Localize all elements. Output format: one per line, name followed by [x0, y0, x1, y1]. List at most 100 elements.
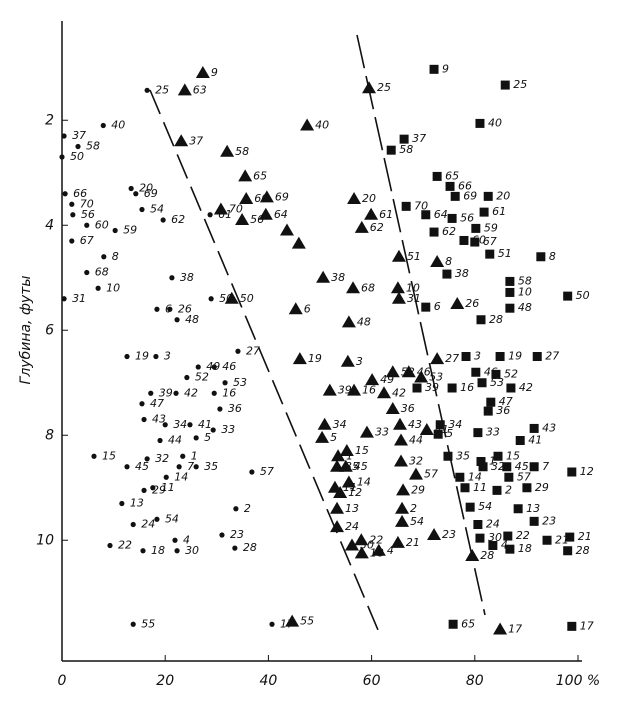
- point: [394, 433, 409, 446]
- point-label: 26: [178, 302, 192, 315]
- point: [167, 306, 173, 312]
- point: [235, 213, 250, 225]
- point: [486, 397, 496, 407]
- point: [450, 191, 460, 201]
- point: [392, 417, 407, 430]
- point-label: 23: [442, 528, 456, 541]
- point: [317, 417, 332, 430]
- point: [180, 453, 186, 459]
- point-label: 36: [496, 404, 510, 417]
- point-label: 39: [159, 386, 173, 399]
- point-label: 19: [135, 350, 149, 363]
- point: [421, 210, 431, 220]
- point-label: 45: [135, 460, 149, 473]
- point: [483, 191, 493, 201]
- point-label: 6: [434, 300, 441, 313]
- point-label: 12: [348, 486, 362, 499]
- point: [144, 87, 150, 93]
- point: [141, 487, 147, 493]
- point: [542, 535, 552, 545]
- point-label: 27: [445, 352, 459, 365]
- point: [346, 281, 361, 294]
- point: [148, 390, 154, 396]
- point-label: 54: [478, 500, 492, 513]
- point-label: 32: [491, 460, 505, 473]
- point-label: 6: [304, 302, 311, 315]
- point-label: 20: [362, 192, 376, 205]
- point: [207, 212, 213, 218]
- point-label: 16: [460, 381, 474, 394]
- point: [362, 81, 377, 94]
- point: [174, 134, 189, 147]
- point-label: 50: [576, 289, 590, 302]
- point: [433, 429, 443, 439]
- point: [445, 181, 455, 191]
- point: [219, 532, 225, 538]
- point: [513, 504, 523, 514]
- point-label: 2: [244, 502, 251, 515]
- point-label: 57: [260, 465, 274, 478]
- point: [130, 621, 136, 627]
- point-label: 61: [492, 205, 506, 218]
- point: [408, 467, 423, 480]
- point-label: 58: [399, 143, 413, 156]
- point-label: 22: [118, 539, 132, 552]
- point: [443, 451, 453, 461]
- point: [279, 223, 294, 236]
- point: [371, 543, 386, 556]
- point: [396, 483, 411, 496]
- point: [344, 538, 359, 551]
- point-label: 69: [463, 189, 477, 202]
- point: [95, 285, 101, 291]
- point: [385, 365, 400, 378]
- point-label: 38: [180, 271, 194, 284]
- point: [475, 533, 485, 543]
- point: [471, 367, 481, 377]
- point: [211, 364, 217, 370]
- point: [172, 537, 178, 543]
- point-label: 56: [81, 208, 95, 221]
- point-label: 14: [174, 470, 188, 483]
- point: [419, 423, 434, 435]
- point: [505, 544, 515, 554]
- point: [430, 255, 445, 267]
- point-label: 18: [518, 542, 532, 555]
- point: [139, 206, 145, 213]
- x-tick-label: 60: [363, 673, 381, 689]
- point: [390, 535, 405, 548]
- point: [238, 169, 253, 182]
- point-label: 53: [429, 371, 443, 384]
- x-tick-label: 0: [58, 673, 67, 689]
- point-label: 59: [123, 224, 137, 237]
- point: [249, 469, 255, 475]
- point: [376, 386, 391, 399]
- point: [59, 154, 65, 160]
- y-axis-label: Глубина, футы: [18, 276, 34, 385]
- point-label: 28: [480, 549, 494, 562]
- point: [154, 306, 160, 312]
- point: [395, 514, 410, 527]
- point: [529, 462, 539, 472]
- boundary-line: [356, 34, 486, 616]
- point: [505, 276, 515, 286]
- point: [460, 483, 470, 493]
- point-label: 23: [542, 514, 556, 527]
- point: [61, 296, 67, 302]
- point: [124, 353, 130, 360]
- point: [470, 237, 480, 247]
- point-label: 31: [72, 292, 86, 305]
- point-label: 29: [535, 481, 549, 494]
- point-label: 54: [150, 203, 164, 216]
- point-label: 49: [380, 373, 394, 386]
- point: [195, 364, 201, 370]
- point-label: 39: [338, 384, 352, 397]
- point-label: 22: [369, 533, 383, 546]
- point-label: 1: [346, 449, 353, 462]
- point: [193, 435, 199, 441]
- point: [269, 621, 275, 627]
- point: [385, 402, 400, 414]
- point-label: 43: [542, 421, 556, 434]
- point-label: 62: [171, 213, 185, 226]
- point-label: 54: [410, 515, 424, 528]
- point: [461, 352, 471, 361]
